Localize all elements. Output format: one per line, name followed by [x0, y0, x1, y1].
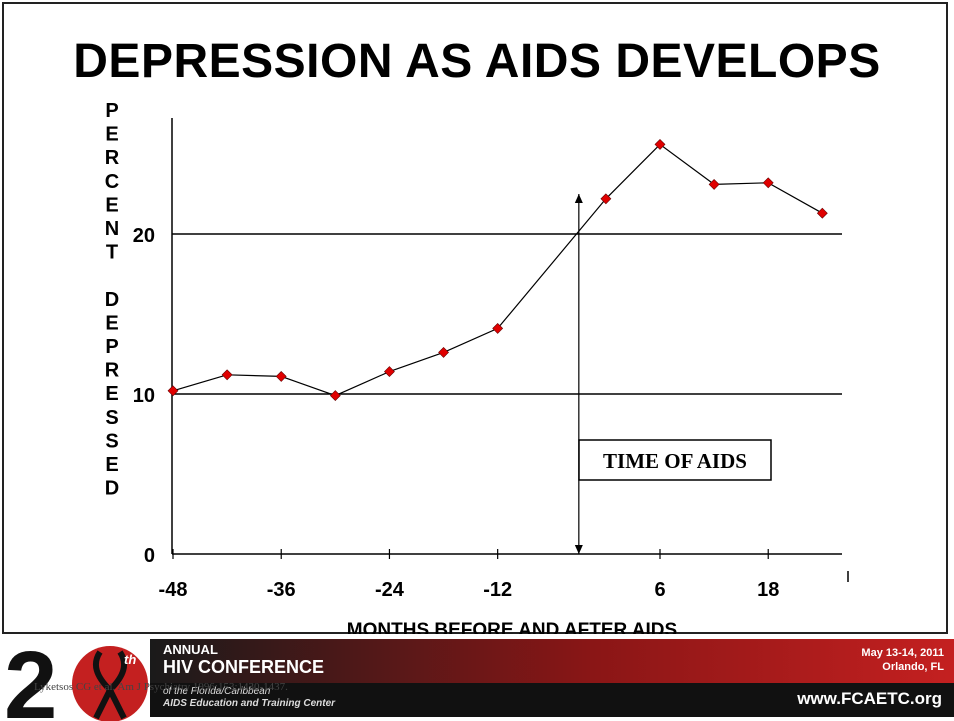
series-line: [172, 143, 823, 397]
chart-gridlines: [172, 233, 842, 395]
data-point: [600, 193, 612, 205]
y-axis-label-letter: E: [105, 454, 118, 476]
slide-title: DEPRESSION AS AIDS DEVELOPS: [73, 35, 881, 88]
x-tick-label: -48: [159, 579, 188, 601]
y-tick-label: 10: [133, 385, 155, 407]
y-axis-label-letter: D: [105, 478, 119, 500]
slide-frame: [2, 2, 948, 634]
data-point: [329, 390, 341, 402]
data-point: [221, 369, 233, 381]
data-point: [654, 138, 666, 150]
y-axis-label-letter: S: [105, 430, 118, 452]
x-tick-label: -12: [483, 579, 512, 601]
conference-date: May 13-14, 2011: [861, 647, 944, 659]
data-point: [384, 366, 395, 378]
line-chart: TIME OF AIDS -48 -36 -24 -12 6 1801020PERCENT…: [105, 100, 849, 634]
annotation-arrowhead-down: [574, 545, 583, 554]
footer-bar-bottom: [150, 683, 954, 717]
data-point: [492, 322, 504, 334]
time-of-aids-annotation: TIME OF AIDS: [574, 194, 772, 554]
y-axis-label-letter: E: [105, 194, 118, 216]
y-axis-label-letter: P: [105, 336, 118, 358]
data-point: [816, 207, 828, 219]
annotation-label: TIME OF AIDS: [603, 449, 747, 473]
data-point: [438, 346, 449, 358]
conference-url[interactable]: www.FCAETC.org: [797, 689, 942, 708]
x-axis-label: MONTHS BEFORE AND AFTER AIDS: [347, 620, 677, 634]
twentieth-logo-icon: 2 th: [4, 634, 148, 721]
y-axis-label-letter: D: [105, 289, 119, 311]
y-axis-label-letter: T: [106, 242, 118, 264]
logo-digit-2: 2: [4, 634, 57, 721]
chart-series: [167, 138, 828, 402]
data-point: [708, 178, 720, 190]
x-tick-label: -24: [375, 579, 405, 601]
conference-name: HIV CONFERENCE: [163, 657, 325, 677]
conference-sub1: of the Florida/Caribbean: [163, 686, 271, 697]
conference-place: Orlando, FL: [882, 661, 944, 673]
logo-ribbon-shape: [92, 650, 128, 720]
conference-footer: 2 th ANNUAL HIV CONFERENCE of the Florid…: [0, 634, 954, 721]
x-tick-label: 6: [654, 579, 665, 601]
footer-bar-top: [150, 639, 954, 683]
data-point: [275, 370, 287, 382]
chart-labels: -48 -36 -24 -12 6 1801020PERCENTDEPRESSEDMONT…: [105, 100, 780, 634]
annotation-arrowhead-up: [574, 194, 583, 203]
x-tick-label: -36: [267, 579, 296, 601]
y-axis-label-letter: S: [105, 407, 118, 429]
logo-ribbon-circle: [72, 646, 148, 721]
y-axis-label-letter: R: [105, 360, 120, 382]
study-citation: Lyketsos CG et al. Am J Psychiatry 1996;…: [34, 681, 288, 693]
conference-annual: ANNUAL: [163, 642, 218, 657]
y-axis-label-letter: C: [105, 171, 119, 193]
y-axis-label-letter: P: [105, 100, 118, 122]
y-tick-label: 20: [133, 225, 155, 247]
y-axis-label-letter: R: [105, 147, 120, 169]
conference-sub2: AIDS Education and Training Center: [163, 698, 336, 709]
y-axis-label-letter: E: [105, 312, 118, 334]
y-axis-label-letter: N: [105, 218, 119, 240]
x-tick-label: 18: [757, 579, 779, 601]
annotation-box: [578, 439, 772, 481]
chart-axes: [171, 118, 849, 582]
y-tick-label: 0: [144, 545, 155, 567]
data-point: [167, 385, 179, 397]
y-axis-label-letter: E: [105, 383, 118, 405]
logo-sup: th: [124, 652, 136, 667]
data-point: [762, 177, 774, 189]
y-axis-label-letter: E: [105, 124, 118, 146]
